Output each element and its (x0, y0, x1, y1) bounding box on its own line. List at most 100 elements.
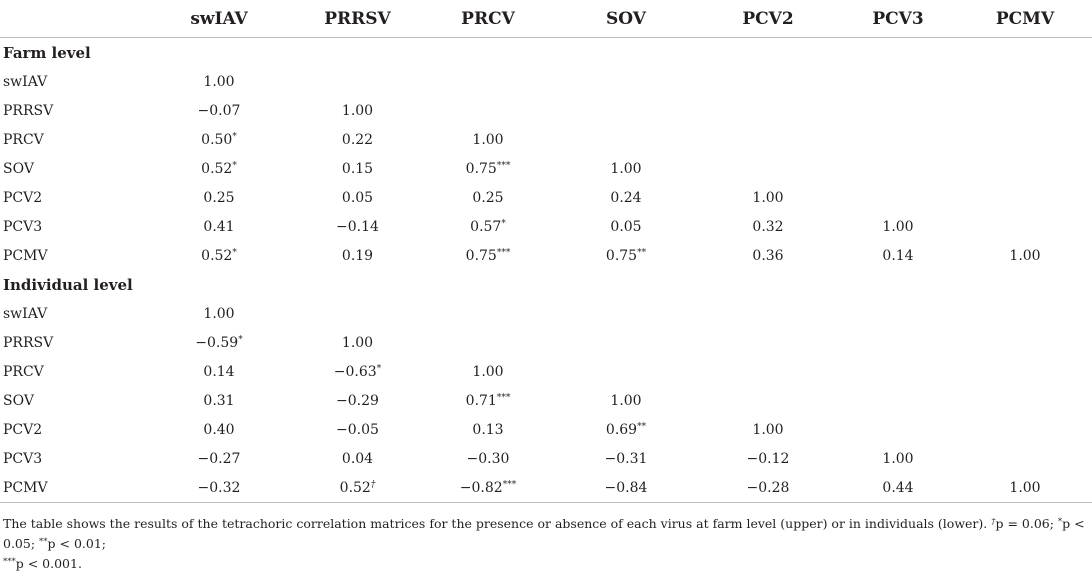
table-cell (958, 357, 1092, 386)
table-cell: 0.44 (838, 473, 958, 503)
cell-value: −0.31 (604, 450, 648, 467)
table-cell: −0.32 (145, 473, 293, 503)
table-cell: 0.05 (293, 183, 422, 212)
table-cell (838, 386, 958, 415)
row-label: swIAV (3, 73, 48, 90)
table-cell: −0.84 (554, 473, 698, 503)
footnote-dagger-text: p = 0.06; (995, 516, 1058, 531)
table-cell (698, 328, 838, 357)
cell-value: 0.24 (610, 189, 642, 206)
cell-value: 0.44 (882, 479, 914, 496)
table-cell (422, 328, 554, 357)
table-row: PCMV −0.32 0.52† −0.82*** −0.84 −0.28 0.44 1.00 (0, 473, 1092, 503)
cell-value: 0.15 (341, 160, 374, 177)
table-row: PCV2 0.25 0.05 0.25 0.24 1.00 (0, 183, 1092, 212)
cell-value: 1.00 (1009, 247, 1041, 264)
cell-value: 0.36 (752, 247, 784, 264)
table-cell: 0.75*** (422, 241, 554, 270)
table-cell (698, 125, 838, 154)
table-cell: 0.40 (145, 415, 293, 444)
column-header-pcv2: PCV2 (698, 0, 838, 38)
cell-value: −0.63 (333, 363, 377, 380)
cell-value: 0.19 (341, 247, 374, 264)
significance-mark: * (232, 131, 237, 142)
table-cell: −0.07 (145, 96, 293, 125)
cell-value: 0.75 (465, 160, 497, 177)
row-label: SOV (3, 160, 34, 177)
row-label: SOV (3, 392, 34, 409)
column-header-prrsv: PRRSV (293, 0, 422, 38)
cell-value: 1.00 (472, 363, 504, 380)
table-cell: 1.00 (838, 444, 958, 473)
section-heading: Farm level (3, 43, 91, 62)
table-cell: 0.31 (145, 386, 293, 415)
column-header-pcmv: PCMV (958, 0, 1092, 38)
table-cell (698, 154, 838, 183)
significance-mark: * (232, 160, 237, 171)
cell-value: 0.25 (472, 189, 504, 206)
table-row: PRCV 0.14 −0.63* 1.00 (0, 357, 1092, 386)
table-cell: −0.28 (698, 473, 838, 503)
table-cell (958, 183, 1092, 212)
table-cell: 0.32 (698, 212, 838, 241)
table-cell (554, 67, 698, 96)
row-label: PCV2 (3, 189, 43, 206)
star3-mark: *** (3, 557, 16, 567)
table-cell: 0.04 (293, 444, 422, 473)
table-cell: 0.52* (145, 241, 293, 270)
row-label: PCV3 (3, 450, 43, 467)
significance-mark: *** (496, 160, 511, 171)
table-cell (698, 357, 838, 386)
significance-mark: * (232, 247, 237, 258)
table-cell (958, 212, 1092, 241)
footnote-star3-text: p < 0.001. (15, 556, 82, 571)
table-cell: −0.30 (422, 444, 554, 473)
table-cell (422, 67, 554, 96)
table-cell: 0.25 (145, 183, 293, 212)
table-cell: −0.27 (145, 444, 293, 473)
table-cell: −0.82*** (422, 473, 554, 503)
table-cell: 1.00 (554, 154, 698, 183)
footnote-star2-text: p < 0.01; (47, 536, 106, 551)
table-row: PRRSV −0.07 1.00 (0, 96, 1092, 125)
cell-value: 0.14 (882, 247, 914, 264)
cell-value: 1.00 (341, 334, 374, 351)
significance-mark: * (376, 363, 382, 374)
table-cell (422, 299, 554, 328)
table-cell: 1.00 (145, 299, 293, 328)
column-header-sov: SOV (554, 0, 698, 38)
cell-value: 0.05 (341, 189, 374, 206)
table-cell (554, 328, 698, 357)
table-cell: 1.00 (698, 415, 838, 444)
cell-value: 1.00 (752, 189, 784, 206)
table-cell (698, 299, 838, 328)
table-cell (838, 357, 958, 386)
table-cell: 0.41 (145, 212, 293, 241)
table-row: SOV 0.31 −0.29 0.71*** 1.00 (0, 386, 1092, 415)
table-cell: 0.13 (422, 415, 554, 444)
table-cell: 1.00 (422, 357, 554, 386)
significance-mark: *** (502, 479, 517, 490)
table-cell: 0.15 (293, 154, 422, 183)
cell-value: 1.00 (1009, 479, 1041, 496)
cell-value: 1.00 (203, 73, 235, 90)
table-cell (958, 154, 1092, 183)
cell-value: 1.00 (341, 102, 374, 119)
correlation-table: swIAV PRRSV PRCV SOV PCV2 PCV3 PCMV Farm… (0, 0, 1092, 503)
cell-value: −0.27 (197, 450, 241, 467)
cell-value: 0.04 (341, 450, 374, 467)
table-cell: 1.00 (422, 125, 554, 154)
cell-value: 0.52 (339, 479, 371, 496)
table-cell (838, 154, 958, 183)
table-cell: 0.50* (145, 125, 293, 154)
table-cell: 1.00 (293, 96, 422, 125)
cell-value: 0.50 (201, 131, 233, 148)
cell-value: −0.28 (746, 479, 790, 496)
table-cell: 1.00 (145, 67, 293, 96)
cell-value: −0.84 (604, 479, 648, 496)
row-label: PRCV (3, 363, 44, 380)
table-cell: 1.00 (958, 473, 1092, 503)
table-cell (958, 67, 1092, 96)
column-header-prcv: PRCV (422, 0, 554, 38)
column-header-pcv3: PCV3 (838, 0, 958, 38)
